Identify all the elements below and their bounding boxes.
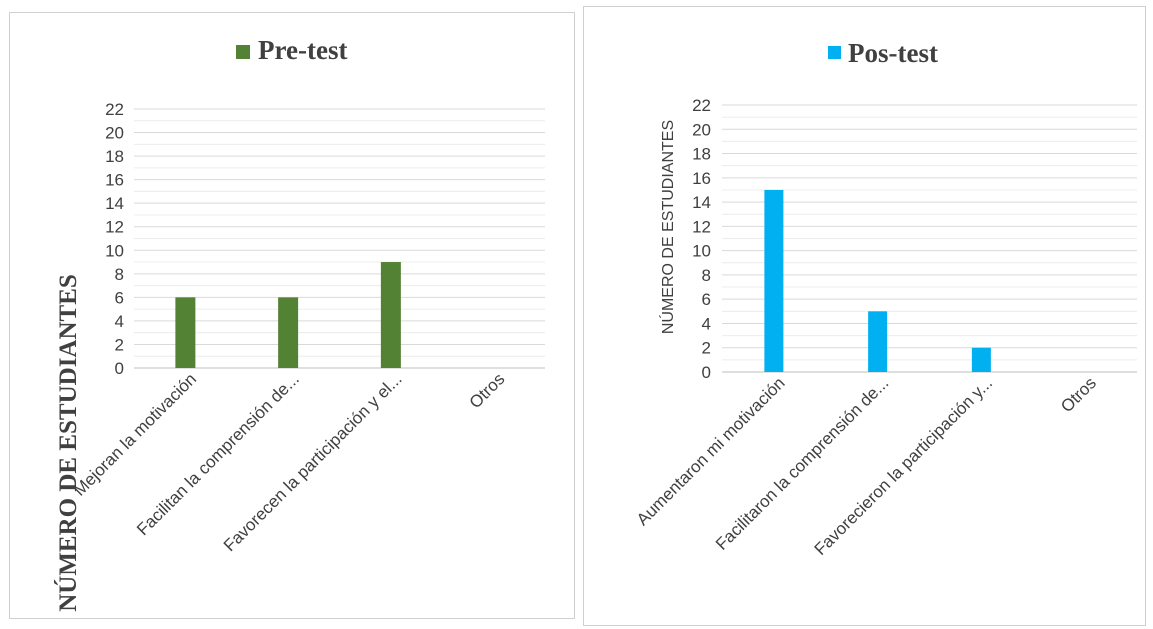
legend-label: Pre-test — [258, 35, 347, 65]
y-tick-label: 6 — [702, 290, 711, 309]
y-tick-label: 0 — [115, 359, 124, 378]
category-label: Otros — [466, 369, 509, 412]
y-tick-label: 0 — [702, 363, 711, 382]
bar-2 — [868, 311, 888, 372]
y-tick-label: 18 — [105, 147, 124, 166]
y-tick-label: 12 — [105, 218, 124, 237]
bar-1 — [175, 297, 196, 368]
y-tick-label: 8 — [115, 265, 124, 284]
bar-3 — [380, 262, 401, 368]
y-tick-label: 16 — [692, 169, 711, 188]
category-label: Facilitan la comprensión de... — [133, 369, 303, 539]
y-axis-title: NÚMERO DE ESTUDIANTES — [54, 274, 82, 612]
bar-3 — [971, 347, 991, 372]
y-tick-label: 12 — [692, 217, 711, 236]
category-label: Favorecen la participación y el... — [220, 369, 406, 555]
category-label: Facilitaron la comprensión de... — [712, 373, 892, 553]
y-tick-label: 6 — [115, 288, 124, 307]
y-tick-label: 14 — [105, 194, 124, 213]
y-tick-label: 2 — [115, 335, 124, 354]
y-tick-label: 22 — [692, 96, 711, 115]
pretest-chart-panel: 0 2 4 6 8 10 12 14 16 18 20 22 Mejoran la motivación… — [9, 12, 575, 619]
category-label: Otros — [1057, 373, 1100, 416]
y-tick-label: 14 — [692, 193, 711, 212]
y-tick-label: 2 — [702, 339, 711, 358]
y-tick-label: 4 — [115, 312, 124, 331]
y-tick-label: 4 — [702, 314, 711, 333]
y-tick-label: 20 — [692, 120, 711, 139]
y-axis-title: NÚMERO DE ESTUDIANTES — [658, 120, 677, 334]
legend-swatch — [236, 45, 250, 59]
bar-2 — [278, 297, 299, 368]
y-tick-label: 22 — [105, 100, 124, 119]
bar-1 — [764, 189, 784, 372]
postest-chart-panel: 0 2 4 6 8 10 12 14 16 18 20 22 Aumentaron mi motivac… — [583, 6, 1146, 626]
y-tick-label: 8 — [702, 266, 711, 285]
legend-swatch — [828, 46, 841, 59]
y-tick-label: 16 — [105, 171, 124, 190]
y-tick-label: 18 — [692, 145, 711, 164]
category-label: Favorecieron la participación y... — [811, 373, 997, 559]
y-tick-label: 10 — [105, 241, 124, 260]
y-tick-label: 10 — [692, 242, 711, 261]
legend-label: Pos-test — [848, 38, 938, 68]
y-tick-label: 20 — [105, 124, 124, 143]
